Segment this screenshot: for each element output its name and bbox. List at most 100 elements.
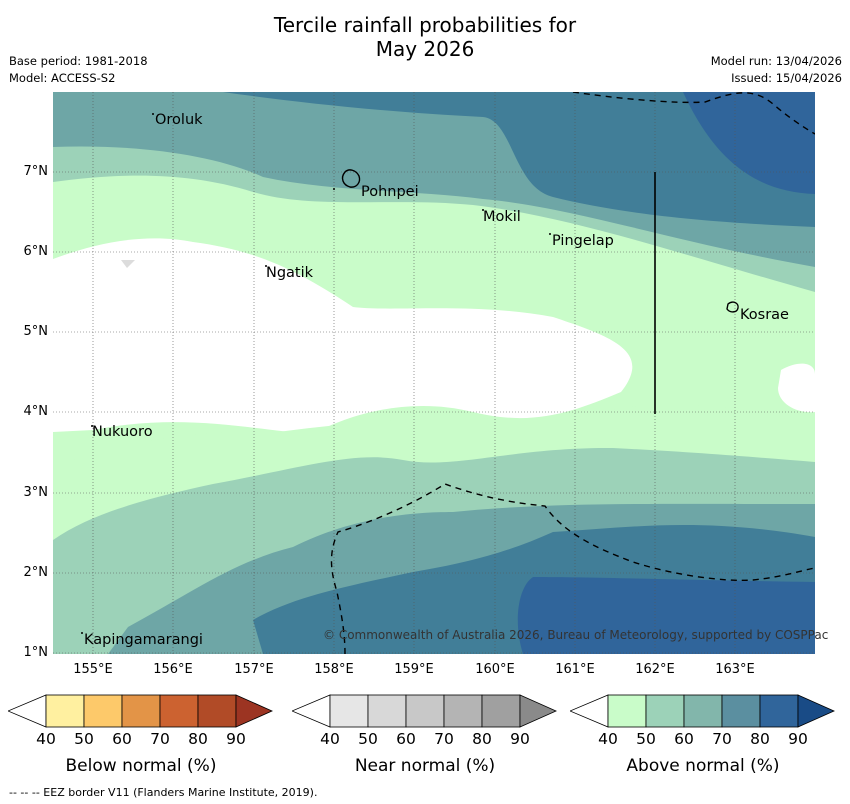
colorbar-above-min-cap — [570, 694, 609, 728]
lat-label-6: 6°N — [23, 244, 49, 259]
lon-label-163: 163°E — [715, 662, 755, 677]
model-name: Model: ACCESS-S2 — [9, 71, 116, 85]
colorbar-near-seg-3 — [405, 694, 445, 728]
lon-label-157: 157°E — [234, 662, 274, 677]
shoal-nw — [121, 260, 135, 268]
colorbar-below-max-cap — [235, 694, 273, 728]
tick-near-70: 70 — [434, 730, 454, 748]
colorbar-near-seg-2 — [367, 694, 407, 728]
place-kosrae: Kosrae — [740, 307, 789, 323]
probability-map — [53, 92, 815, 654]
colorbar-near-seg-4 — [443, 694, 483, 728]
colorbar-below-min-cap — [8, 694, 47, 728]
model-run: Model run: 13/04/2026 — [710, 54, 842, 68]
colorbar-above-seg-2 — [645, 694, 685, 728]
colorbar-above-seg-1 — [607, 694, 647, 728]
lat-label-4: 4°N — [23, 404, 49, 419]
tick-near-50: 50 — [358, 730, 378, 748]
place-pingelap: Pingelap — [552, 233, 614, 249]
colorbar-above — [570, 694, 835, 728]
pohnpei-islet — [333, 188, 335, 190]
lat-label-1: 1°N — [23, 645, 49, 660]
colorbar-near-seg-1 — [329, 694, 369, 728]
mokil-mark — [482, 209, 484, 211]
colorbar-below-seg-2 — [83, 694, 123, 728]
tick-above-50: 50 — [636, 730, 656, 748]
title-line-2: May 2026 — [375, 37, 475, 61]
lon-label-161: 161°E — [555, 662, 595, 677]
kapinga-mark — [81, 632, 83, 634]
colorbar-near-max-cap — [519, 694, 557, 728]
copyright-notice: © Commonwealth of Australia 2026, Bureau… — [323, 628, 829, 642]
tick-below-70: 70 — [150, 730, 170, 748]
kosrae-island — [726, 301, 739, 313]
tick-below-40: 40 — [36, 730, 56, 748]
colorbar-above-seg-3 — [683, 694, 723, 728]
meta-left: Base period: 1981-2018 Model: ACCESS-S2 — [9, 53, 148, 87]
colorbar-above-max-cap — [797, 694, 835, 728]
ticks-above: 40 50 60 70 80 90 — [570, 730, 836, 750]
lat-label-3: 3°N — [23, 485, 49, 500]
band-above-40 — [53, 238, 815, 434]
lon-label-158: 158°E — [314, 662, 354, 677]
colorbar-near — [292, 694, 557, 728]
place-nukuoro: Nukuoro — [92, 424, 153, 440]
colorbar-below-seg-3 — [121, 694, 161, 728]
tick-above-80: 80 — [750, 730, 770, 748]
colorbar-above-seg-5 — [759, 694, 799, 728]
colorbar-below — [8, 694, 273, 728]
ticks-near: 40 50 60 70 80 90 — [292, 730, 558, 750]
lon-label-155: 155°E — [73, 662, 113, 677]
tick-below-80: 80 — [188, 730, 208, 748]
lon-label-160: 160°E — [475, 662, 515, 677]
tick-near-80: 80 — [472, 730, 492, 748]
lat-label-7: 7°N — [23, 164, 49, 179]
band-above-90-ne — [683, 92, 815, 194]
ngatik-mark — [265, 265, 267, 267]
lon-label-162: 162°E — [635, 662, 675, 677]
lat-label-2: 2°N — [23, 565, 49, 580]
ticks-below: 40 50 60 70 80 90 — [8, 730, 274, 750]
colorbar-near-seg-5 — [481, 694, 521, 728]
tick-above-40: 40 — [598, 730, 618, 748]
pohnpei-island — [341, 169, 361, 188]
lat-label-5: 5°N — [23, 324, 49, 339]
tick-below-60: 60 — [112, 730, 132, 748]
lon-label-159: 159°E — [394, 662, 434, 677]
pingelap-mark — [549, 233, 551, 235]
map-panel — [53, 92, 815, 654]
meta-right: Model run: 13/04/2026 Issued: 15/04/2026 — [711, 53, 842, 87]
place-pohnpei: Pohnpei — [361, 184, 419, 200]
title-line-1: Tercile rainfall probabilities for — [273, 13, 577, 37]
map-title: Tercile rainfall probabilities for May 2… — [0, 13, 850, 61]
nukuoro-mark — [91, 425, 93, 427]
colorbar-below-seg-4 — [159, 694, 199, 728]
legend-title-near: Near normal (%) — [354, 756, 496, 776]
tick-above-70: 70 — [712, 730, 732, 748]
band-above-90-south — [517, 577, 815, 654]
tick-near-60: 60 — [396, 730, 416, 748]
tick-above-60: 60 — [674, 730, 694, 748]
issued-date: Issued: 15/04/2026 — [731, 71, 842, 85]
graticule — [53, 92, 815, 654]
place-mokil: Mokil — [483, 209, 521, 225]
legend-title-above: Above normal (%) — [626, 756, 780, 776]
colorbar-below-seg-5 — [197, 694, 237, 728]
place-ngatik: Ngatik — [266, 265, 314, 281]
islands — [121, 169, 739, 313]
place-kapingamarangi: Kapingamarangi — [84, 632, 203, 648]
tick-below-90: 90 — [226, 730, 246, 748]
tick-below-50: 50 — [74, 730, 94, 748]
tick-near-40: 40 — [320, 730, 340, 748]
eez-borders — [330, 92, 815, 654]
tick-above-90: 90 — [788, 730, 808, 748]
lon-label-156: 156°E — [153, 662, 193, 677]
tick-near-90: 90 — [510, 730, 530, 748]
place-oroluk: Oroluk — [155, 112, 203, 128]
legend-above-normal — [570, 694, 836, 728]
legend-below-normal — [8, 694, 274, 728]
eez-footnote: -- -- -- EEZ border V11 (Flanders Marine… — [9, 786, 318, 799]
colorbar-above-seg-4 — [721, 694, 761, 728]
atoll-marks — [81, 113, 551, 634]
colorbar-below-seg-1 — [45, 694, 85, 728]
